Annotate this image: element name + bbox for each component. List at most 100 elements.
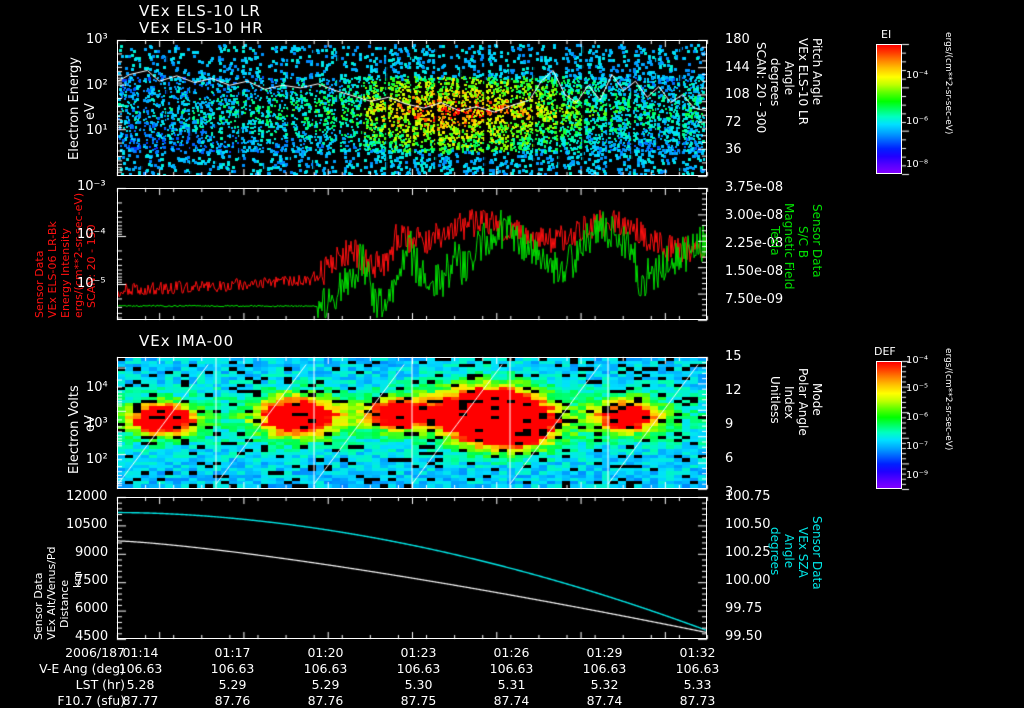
panel4-left-label-3: Distance xyxy=(58,579,71,628)
panel4-ytick-2: 9000 xyxy=(75,545,109,560)
panel2-rtick-4: 7.50e-09 xyxy=(725,292,784,307)
panel2-rtick-1: 3.00e-08 xyxy=(725,208,784,223)
panel1-canvas xyxy=(118,41,706,175)
panel4-right-label-1: Sensor Data xyxy=(810,516,824,590)
panel3-rtick-1: 12 xyxy=(725,383,742,398)
panel1-plot-area[interactable] xyxy=(117,40,707,176)
panel2-ytick-1: 10⁻⁴ xyxy=(77,227,106,242)
panel4-ytick-5: 4500 xyxy=(75,629,109,644)
panel4-rtick-4: 99.75 xyxy=(725,601,763,616)
colorbar2-tick-3: 10⁻⁷ xyxy=(906,441,929,452)
panel1-right-label-1: Pitch Angle xyxy=(810,38,824,106)
table-cell-lst-5: 5.32 xyxy=(590,677,619,692)
panel1-yunit: eV xyxy=(83,103,98,120)
panel4-plot-area[interactable] xyxy=(117,497,707,639)
panel1-right-label-5: SCAN: 20 - 300 xyxy=(754,42,768,134)
table-cell-f107-4: 87.74 xyxy=(493,693,530,708)
panel4-ytick-0: 12000 xyxy=(66,489,108,504)
table-cell-f107-1: 87.76 xyxy=(214,693,251,708)
panel1-ylabel: Electron Energy xyxy=(67,57,82,160)
panel4-left-label-1: Sensor Data xyxy=(32,572,45,640)
panel4-left-label-2: VEx Alt/Venus/Pd xyxy=(45,546,58,640)
panel2-rtick-3: 1.50e-08 xyxy=(725,264,784,279)
panel3-plot-area[interactable] xyxy=(117,357,707,489)
table-cell-veang-5: 106.63 xyxy=(582,661,627,676)
table-cell-veang-4: 106.63 xyxy=(489,661,534,676)
table-cell-lst-1: 5.29 xyxy=(218,677,247,692)
table-cell-lst-4: 5.31 xyxy=(497,677,526,692)
panel4-canvas xyxy=(118,498,706,638)
panel2-right-label-2: S/C B xyxy=(796,226,810,259)
colorbar2-tick-4: 10⁻⁹ xyxy=(906,470,929,481)
panel2-ytick-0: 10⁻³ xyxy=(77,179,106,194)
panel2-right-label-4: Tesla xyxy=(768,226,782,256)
panel4-right-label-2: VEx SZA xyxy=(796,527,810,578)
panel4-right-label-3: Angle xyxy=(782,534,796,569)
panel4-ytick-1: 10500 xyxy=(66,517,108,532)
panel2-right-label-1: Sensor Data xyxy=(810,204,824,278)
colorbar1-tick-0: 10⁻⁴ xyxy=(906,70,929,81)
panel4-right-label-4: degrees xyxy=(768,527,782,576)
panel2-plot-area[interactable] xyxy=(117,188,707,320)
table-cell-veang-2: 106.63 xyxy=(303,661,348,676)
panel1-right-label-4: degrees xyxy=(768,58,782,107)
panel4-rtick-0: 100.75 xyxy=(725,489,771,504)
table-cell-lst-3: 5.30 xyxy=(404,677,433,692)
panel3-ylabel: Electron Volts xyxy=(67,385,82,474)
colorbar1-units: ergs/(cm**2-sr-sec-eV) xyxy=(943,32,953,135)
panel1-ytick-2: 10¹ xyxy=(86,123,108,138)
table-cell-f107-0: 87.77 xyxy=(122,693,159,708)
panel3-right-label-1: Mode xyxy=(810,383,824,416)
colorbar2-title: DEF xyxy=(874,345,896,358)
table-cell-time-1: 01:17 xyxy=(214,645,251,660)
colorbar2-tick-1: 10⁻⁵ xyxy=(906,383,929,394)
table-cell-veang-1: 106.63 xyxy=(210,661,255,676)
colorbar2 xyxy=(876,361,902,489)
table-cell-time-3: 01:23 xyxy=(400,645,437,660)
panel2-ytick-2: 10⁻⁵ xyxy=(77,276,106,291)
colorbar1-tick-2: 10⁻⁸ xyxy=(906,159,929,170)
panel1-title-line1: VEx ELS-10 LR xyxy=(139,2,261,20)
panel3-rtick-3: 6 xyxy=(725,451,734,466)
table-cell-time-4: 01:26 xyxy=(493,645,530,660)
colorbar2-units: ergs/(cm**2-sr-sec-eV) xyxy=(943,348,953,451)
panel1-right-label-3: Angle xyxy=(782,61,796,96)
panel3-title: VEx IMA-00 xyxy=(139,332,235,350)
panel3-right-label-2: Polar Angle xyxy=(796,368,810,436)
table-cell-f107-6: 87.73 xyxy=(679,693,716,708)
table-cell-f107-3: 87.75 xyxy=(400,693,437,708)
colorbar1 xyxy=(876,44,902,174)
panel1-ytick-1: 10² xyxy=(86,78,108,93)
panel1-right-label-2: VEx ELS-10 LR xyxy=(796,38,810,126)
panel1-ytick-0: 10³ xyxy=(86,32,108,47)
colorbar1-tick-1: 10⁻⁶ xyxy=(906,116,929,127)
panel4-ytick-3: 7500 xyxy=(75,573,109,588)
table-cell-veang-3: 106.63 xyxy=(396,661,441,676)
colorbar2-tick-2: 10⁻⁶ xyxy=(906,412,929,423)
panel4-ytick-4: 6000 xyxy=(75,601,109,616)
panel2-right-label-3: Magnetic Field xyxy=(782,203,796,290)
panel3-ytick-2: 10² xyxy=(86,452,108,467)
panel3-canvas xyxy=(118,358,706,488)
panel1-rtick-4: 36 xyxy=(725,142,742,157)
panel2-rtick-0: 3.75e-08 xyxy=(725,180,784,195)
panel4-rtick-1: 100.50 xyxy=(725,517,771,532)
panel2-left-label-3: Energy Intensity xyxy=(59,228,72,318)
table-cell-time-0: 01:14 xyxy=(122,645,159,660)
panel1-rtick-2: 108 xyxy=(725,87,750,102)
panel1-rtick-1: 144 xyxy=(725,60,750,75)
table-cell-lst-6: 5.33 xyxy=(683,677,712,692)
table-cell-time-2: 01:20 xyxy=(307,645,344,660)
panel2-canvas xyxy=(118,189,706,319)
panel4-rtick-5: 99.50 xyxy=(725,629,763,644)
table-cell-time-6: 01:32 xyxy=(679,645,716,660)
panel4-rtick-2: 100.25 xyxy=(725,545,771,560)
table-cell-lst-2: 5.29 xyxy=(311,677,340,692)
panel3-ytick-0: 10⁴ xyxy=(86,380,108,395)
panel4-rtick-3: 100.00 xyxy=(725,573,771,588)
panel2-left-label-4: ergs/(cm**2-sr-sec-eV) xyxy=(72,192,85,318)
panel1-rtick-0: 180 xyxy=(725,32,750,47)
table-cell-veang-6: 106.63 xyxy=(675,661,720,676)
table-cell-f107-2: 87.76 xyxy=(307,693,344,708)
